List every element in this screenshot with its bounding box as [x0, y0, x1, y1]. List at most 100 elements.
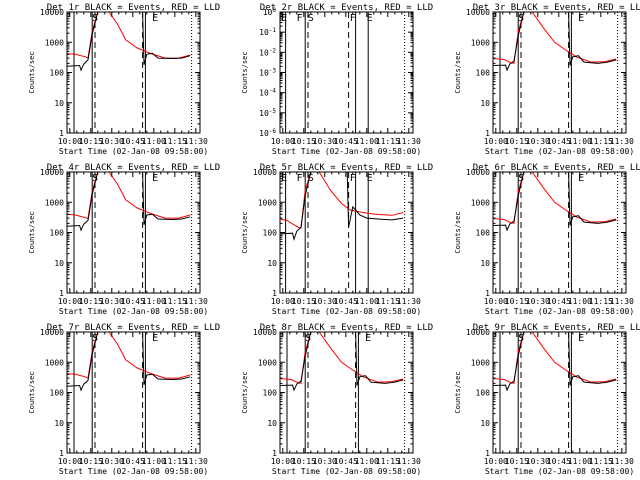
x-tick-label: 11:30 — [610, 137, 634, 146]
y-axis-label: Counts/sec — [28, 211, 36, 253]
y-axis-label: Counts/sec — [454, 51, 462, 93]
y-axis-label: Counts/sec — [454, 371, 462, 413]
y-tick-label: 1000 — [258, 198, 277, 207]
panel-title: Det 8r BLACK = Events, RED = LLD — [260, 323, 433, 333]
y-tick-label: 1 — [59, 289, 64, 298]
x-tick-label: 11:00 — [142, 137, 166, 146]
x-tick-label: 10:00 — [484, 457, 508, 466]
x-tick-label: 10:15 — [505, 297, 529, 306]
y-tick-label: 10000 — [253, 168, 277, 177]
panel-title: Det 1r BLACK = Events, RED = LLD — [47, 3, 220, 13]
x-tick-label: 11:15 — [376, 297, 400, 306]
marker-letter: S — [308, 13, 314, 24]
y-tick-label: 1 — [485, 449, 490, 458]
x-tick-label: 10:30 — [526, 137, 550, 146]
x-tick-label: 11:30 — [610, 457, 634, 466]
x-axis-label: Start Time (02-Jan-08 09:58:00) — [485, 467, 634, 476]
y-tick-label: 10-1 — [259, 27, 276, 37]
x-tick-label: 11:30 — [397, 137, 421, 146]
x-tick-label: 11:15 — [163, 457, 187, 466]
lld-series-line — [493, 172, 617, 225]
lld-series-line — [67, 172, 191, 220]
x-tick-label: 10:45 — [547, 137, 571, 146]
panel-5: E F S F E11010010001000010:0010:1510:3010:45… — [241, 163, 433, 316]
x-tick-label: 10:15 — [79, 297, 103, 306]
panel-title: Det 7r BLACK = Events, RED = LLD — [47, 323, 220, 333]
x-axis-label: Start Time (02-Jan-08 09:58:00) — [59, 467, 208, 476]
x-tick-label: 10:15 — [79, 457, 103, 466]
events-series-line — [493, 332, 617, 392]
y-tick-label: 100 — [263, 389, 278, 398]
y-tick-label: 10000 — [40, 168, 64, 177]
panel-title: Det 9r BLACK = Events, RED = LLD — [473, 323, 640, 333]
marker-letter: E — [365, 333, 371, 344]
marker-letter: F — [350, 13, 356, 24]
marker-letter: E — [578, 173, 584, 184]
x-tick-label: 11:00 — [568, 457, 592, 466]
panel-3: S E11010010001000010:0010:1510:3010:4511:… — [454, 3, 640, 156]
y-tick-label: 100 — [476, 389, 491, 398]
lld-series-line — [493, 332, 617, 385]
x-tick-label: 11:30 — [610, 297, 634, 306]
x-tick-label: 10:00 — [271, 297, 295, 306]
x-tick-label: 11:00 — [142, 457, 166, 466]
y-axis-label: Counts/sec — [454, 211, 462, 253]
x-tick-label: 11:15 — [376, 457, 400, 466]
marker-letter: S — [92, 333, 98, 344]
plot-frame — [492, 11, 627, 134]
x-tick-label: 11:00 — [355, 137, 379, 146]
y-tick-label: 10-4 — [259, 88, 276, 98]
x-tick-label: 11:30 — [397, 297, 421, 306]
y-tick-label: 100 — [263, 7, 277, 17]
marker-letter: F — [297, 13, 303, 24]
x-tick-label: 10:45 — [547, 297, 571, 306]
marker-letter: S — [92, 173, 98, 184]
events-series-line — [67, 332, 191, 392]
y-tick-label: 100 — [476, 229, 491, 238]
marker-letter: E — [578, 333, 584, 344]
y-tick-label: 1000 — [471, 198, 490, 207]
marker-letter: S — [518, 173, 524, 184]
y-axis-label: Counts/sec — [241, 211, 249, 253]
x-tick-label: 10:45 — [121, 297, 145, 306]
y-tick-label: 10000 — [40, 328, 64, 337]
x-tick-label: 10:00 — [58, 457, 82, 466]
marker-letter: E — [152, 13, 158, 24]
x-tick-label: 10:45 — [334, 457, 358, 466]
lld-series-line — [67, 332, 191, 379]
y-tick-label: 1 — [272, 449, 277, 458]
x-tick-label: 11:00 — [355, 457, 379, 466]
y-tick-label: 10-6 — [259, 128, 276, 138]
marker-letter: E — [578, 13, 584, 24]
y-tick-label: 100 — [263, 229, 278, 238]
plot-frame — [492, 171, 627, 294]
lld-series-line — [280, 332, 404, 385]
y-tick-label: 1000 — [471, 38, 490, 47]
events-series-line — [493, 172, 617, 232]
x-axis-label: Start Time (02-Jan-08 09:58:00) — [272, 467, 421, 476]
x-tick-label: 11:30 — [397, 457, 421, 466]
marker-letter: S — [92, 13, 98, 24]
y-tick-label: 10000 — [466, 328, 490, 337]
y-tick-label: 1000 — [471, 358, 490, 367]
x-tick-label: 11:30 — [184, 457, 208, 466]
x-tick-label: 10:45 — [547, 457, 571, 466]
y-tick-label: 10000 — [253, 328, 277, 337]
y-tick-label: 10 — [267, 259, 277, 268]
x-tick-label: 11:00 — [568, 297, 592, 306]
panel-title: Det 5r BLACK = Events, RED = LLD — [260, 163, 433, 173]
x-tick-label: 10:00 — [271, 137, 295, 146]
x-tick-label: 10:45 — [334, 137, 358, 146]
y-tick-label: 10 — [54, 419, 64, 428]
y-tick-label: 10 — [54, 259, 64, 268]
x-tick-label: 11:15 — [589, 137, 613, 146]
x-axis-label: Start Time (02-Jan-08 09:58:00) — [59, 147, 208, 156]
y-tick-label: 10000 — [466, 168, 490, 177]
y-tick-label: 1 — [485, 289, 490, 298]
y-axis-label: Counts/sec — [241, 51, 249, 93]
plot-frame — [279, 331, 414, 454]
marker-letter: E — [281, 173, 287, 184]
panel-title: Det 4r BLACK = Events, RED = LLD — [47, 163, 220, 173]
x-axis-label: Start Time (02-Jan-08 09:58:00) — [272, 147, 421, 156]
x-tick-label: 11:00 — [142, 297, 166, 306]
